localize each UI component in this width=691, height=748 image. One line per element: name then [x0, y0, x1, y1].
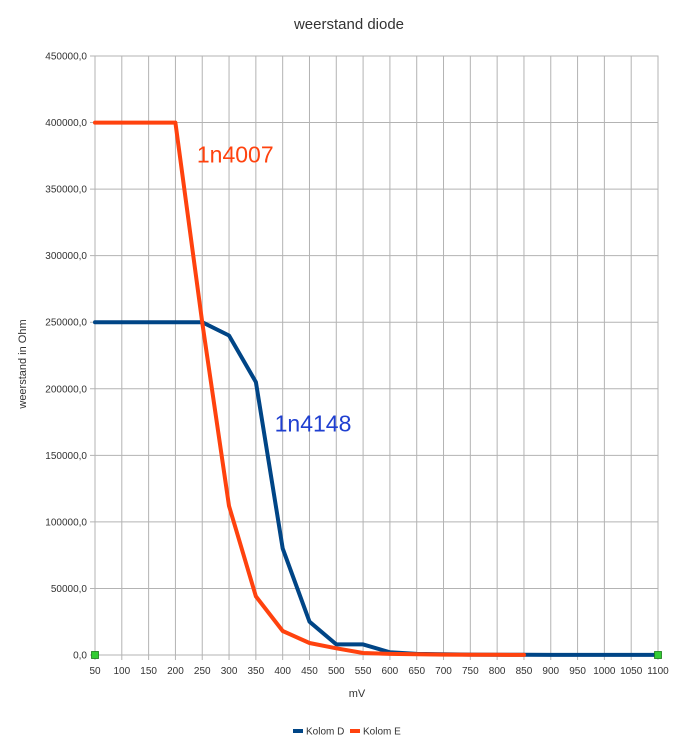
endpoint-marker: [91, 651, 99, 659]
x-tick-label: 550: [355, 666, 372, 677]
legend-label: Kolom E: [363, 727, 401, 738]
y-tick-label: 400000,0: [45, 118, 87, 129]
axes: 50 100 150 200 250 300 350 400 450 500 550 600 650 70…: [45, 52, 669, 678]
series-line-kolom-d: [93, 320, 660, 657]
x-tick-label: 700: [435, 666, 452, 677]
x-tick-label: 200: [167, 666, 184, 677]
y-tick-label: 450000,0: [45, 52, 87, 63]
x-axis-label: mV: [349, 688, 366, 700]
x-tick-label: 350: [248, 666, 265, 677]
series-line-kolom-e: [93, 120, 526, 657]
x-tick-label: 600: [382, 666, 399, 677]
annotations: 1n4007 1n4148: [197, 141, 351, 436]
y-tick-label: 50000,0: [51, 584, 88, 595]
x-tick-label: 150: [140, 666, 157, 677]
y-tick-label: 0,0: [73, 651, 87, 662]
legend-label: Kolom D: [306, 727, 344, 738]
chart-title: weerstand diode: [293, 16, 404, 33]
y-tick-label: 200000,0: [45, 384, 87, 395]
series-lines: [93, 120, 660, 657]
y-tick-label: 250000,0: [45, 318, 87, 329]
legend: Kolom D Kolom E: [293, 727, 401, 738]
endpoint-markers: [91, 651, 662, 659]
y-tick-label: 300000,0: [45, 251, 87, 262]
x-tick-label: 450: [301, 666, 318, 677]
y-axis-label: weerstand in Ohm: [17, 319, 29, 409]
x-tick-label: 50: [89, 666, 101, 677]
x-tick-label: 1050: [620, 666, 643, 677]
x-tick-label: 900: [542, 666, 559, 677]
x-tick-label: 500: [328, 666, 345, 677]
annotation-label: 1n4148: [275, 410, 352, 436]
annotation-label: 1n4007: [197, 141, 274, 167]
y-tick-label: 100000,0: [45, 517, 87, 528]
x-tick-label: 400: [274, 666, 291, 677]
x-tick-label: 650: [408, 666, 425, 677]
y-tick-label: 350000,0: [45, 185, 87, 196]
endpoint-marker: [654, 651, 662, 659]
x-tick-label: 950: [569, 666, 586, 677]
x-tick-label: 300: [221, 666, 238, 677]
x-tick-label: 850: [516, 666, 533, 677]
x-tick-label: 1000: [593, 666, 616, 677]
x-tick-label: 750: [462, 666, 479, 677]
x-tick-label: 250: [194, 666, 211, 677]
x-tick-label: 100: [113, 666, 130, 677]
x-tick-label: 800: [489, 666, 506, 677]
y-tick-label: 150000,0: [45, 451, 87, 462]
x-tick-label: 1100: [647, 666, 669, 677]
